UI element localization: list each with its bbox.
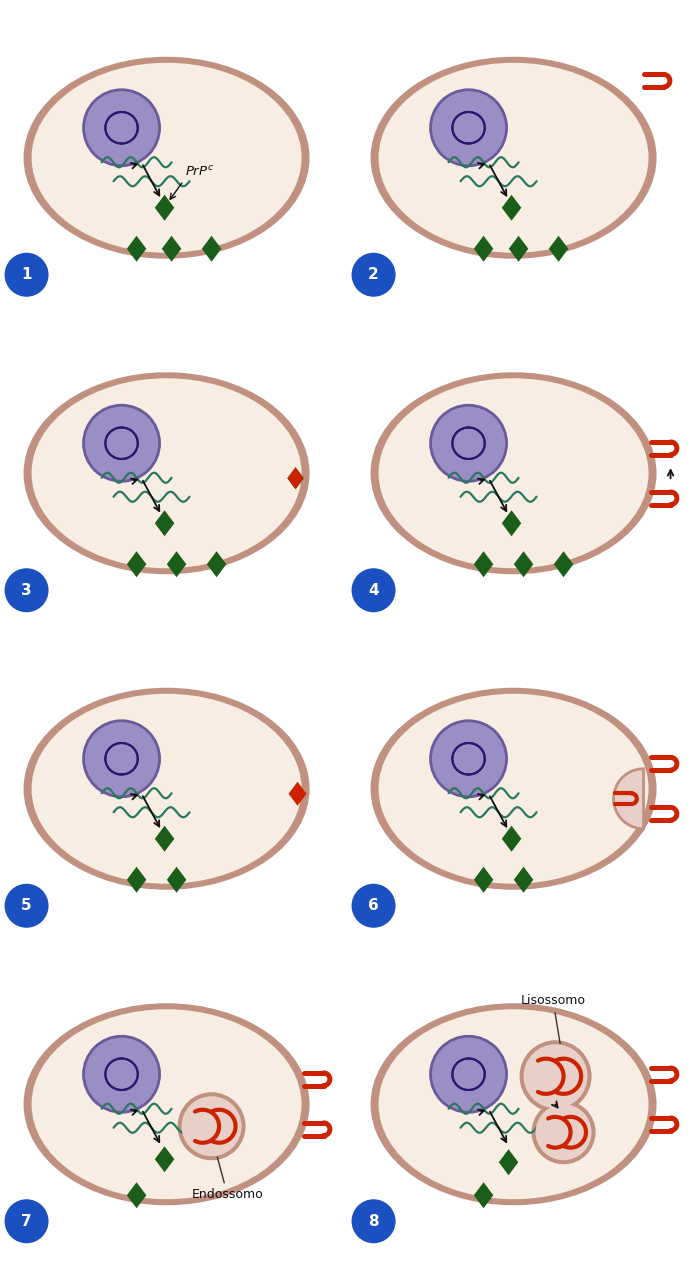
- Polygon shape: [127, 867, 146, 892]
- Polygon shape: [509, 236, 528, 261]
- Polygon shape: [127, 1182, 146, 1208]
- Ellipse shape: [31, 1010, 302, 1199]
- Polygon shape: [289, 781, 307, 805]
- Polygon shape: [127, 236, 146, 261]
- Circle shape: [352, 568, 396, 612]
- Polygon shape: [287, 467, 303, 490]
- Ellipse shape: [378, 379, 649, 568]
- Circle shape: [352, 1199, 396, 1243]
- Polygon shape: [167, 867, 186, 892]
- Ellipse shape: [24, 372, 310, 574]
- Polygon shape: [202, 236, 221, 261]
- Circle shape: [430, 90, 507, 165]
- Text: $\mathit{Pr}P^c$: $\mathit{Pr}P^c$: [185, 165, 214, 179]
- Circle shape: [5, 883, 49, 928]
- Ellipse shape: [378, 63, 649, 252]
- Circle shape: [83, 721, 160, 796]
- Polygon shape: [155, 510, 174, 536]
- Text: 6: 6: [369, 899, 379, 914]
- Circle shape: [536, 1104, 591, 1160]
- Polygon shape: [474, 1182, 493, 1208]
- Ellipse shape: [31, 379, 302, 568]
- Polygon shape: [287, 467, 304, 490]
- Ellipse shape: [31, 694, 302, 883]
- Polygon shape: [514, 867, 533, 892]
- Text: Endossomo: Endossomo: [192, 1157, 263, 1201]
- Circle shape: [520, 1040, 591, 1112]
- Polygon shape: [474, 236, 493, 261]
- Ellipse shape: [24, 688, 310, 890]
- Circle shape: [83, 405, 160, 481]
- Ellipse shape: [31, 63, 302, 252]
- Polygon shape: [155, 825, 174, 852]
- Ellipse shape: [378, 694, 649, 883]
- Polygon shape: [514, 551, 533, 577]
- Polygon shape: [162, 236, 181, 261]
- Polygon shape: [554, 551, 573, 577]
- Circle shape: [352, 252, 396, 297]
- Polygon shape: [613, 769, 643, 829]
- Text: 1: 1: [22, 268, 32, 283]
- Polygon shape: [474, 551, 493, 577]
- Circle shape: [352, 883, 396, 928]
- Circle shape: [182, 1097, 242, 1156]
- Text: 8: 8: [369, 1214, 379, 1229]
- Circle shape: [83, 1036, 160, 1112]
- Text: 4: 4: [369, 583, 379, 598]
- Circle shape: [5, 1199, 49, 1243]
- Polygon shape: [549, 236, 568, 261]
- Ellipse shape: [371, 1003, 657, 1205]
- Polygon shape: [207, 551, 226, 577]
- Polygon shape: [474, 867, 493, 892]
- Circle shape: [532, 1100, 595, 1165]
- Ellipse shape: [371, 57, 657, 259]
- Circle shape: [178, 1092, 246, 1160]
- Ellipse shape: [371, 688, 657, 890]
- Circle shape: [83, 90, 160, 165]
- Polygon shape: [499, 1150, 518, 1175]
- Text: Lisossomo: Lisossomo: [520, 994, 586, 1044]
- Circle shape: [430, 1036, 507, 1112]
- Ellipse shape: [24, 57, 310, 259]
- Polygon shape: [155, 194, 174, 221]
- Polygon shape: [502, 825, 521, 852]
- Circle shape: [523, 1044, 588, 1108]
- Circle shape: [5, 568, 49, 612]
- Polygon shape: [502, 194, 521, 221]
- Circle shape: [430, 721, 507, 796]
- Polygon shape: [502, 510, 521, 536]
- Circle shape: [5, 252, 49, 297]
- Polygon shape: [167, 551, 186, 577]
- Circle shape: [430, 405, 507, 481]
- Polygon shape: [155, 1146, 174, 1172]
- Polygon shape: [127, 551, 146, 577]
- Text: 2: 2: [369, 268, 379, 283]
- Text: 3: 3: [22, 583, 32, 598]
- Text: 7: 7: [22, 1214, 32, 1229]
- Ellipse shape: [371, 372, 657, 574]
- Text: 5: 5: [22, 899, 32, 914]
- Ellipse shape: [378, 1010, 649, 1199]
- Ellipse shape: [24, 1003, 310, 1205]
